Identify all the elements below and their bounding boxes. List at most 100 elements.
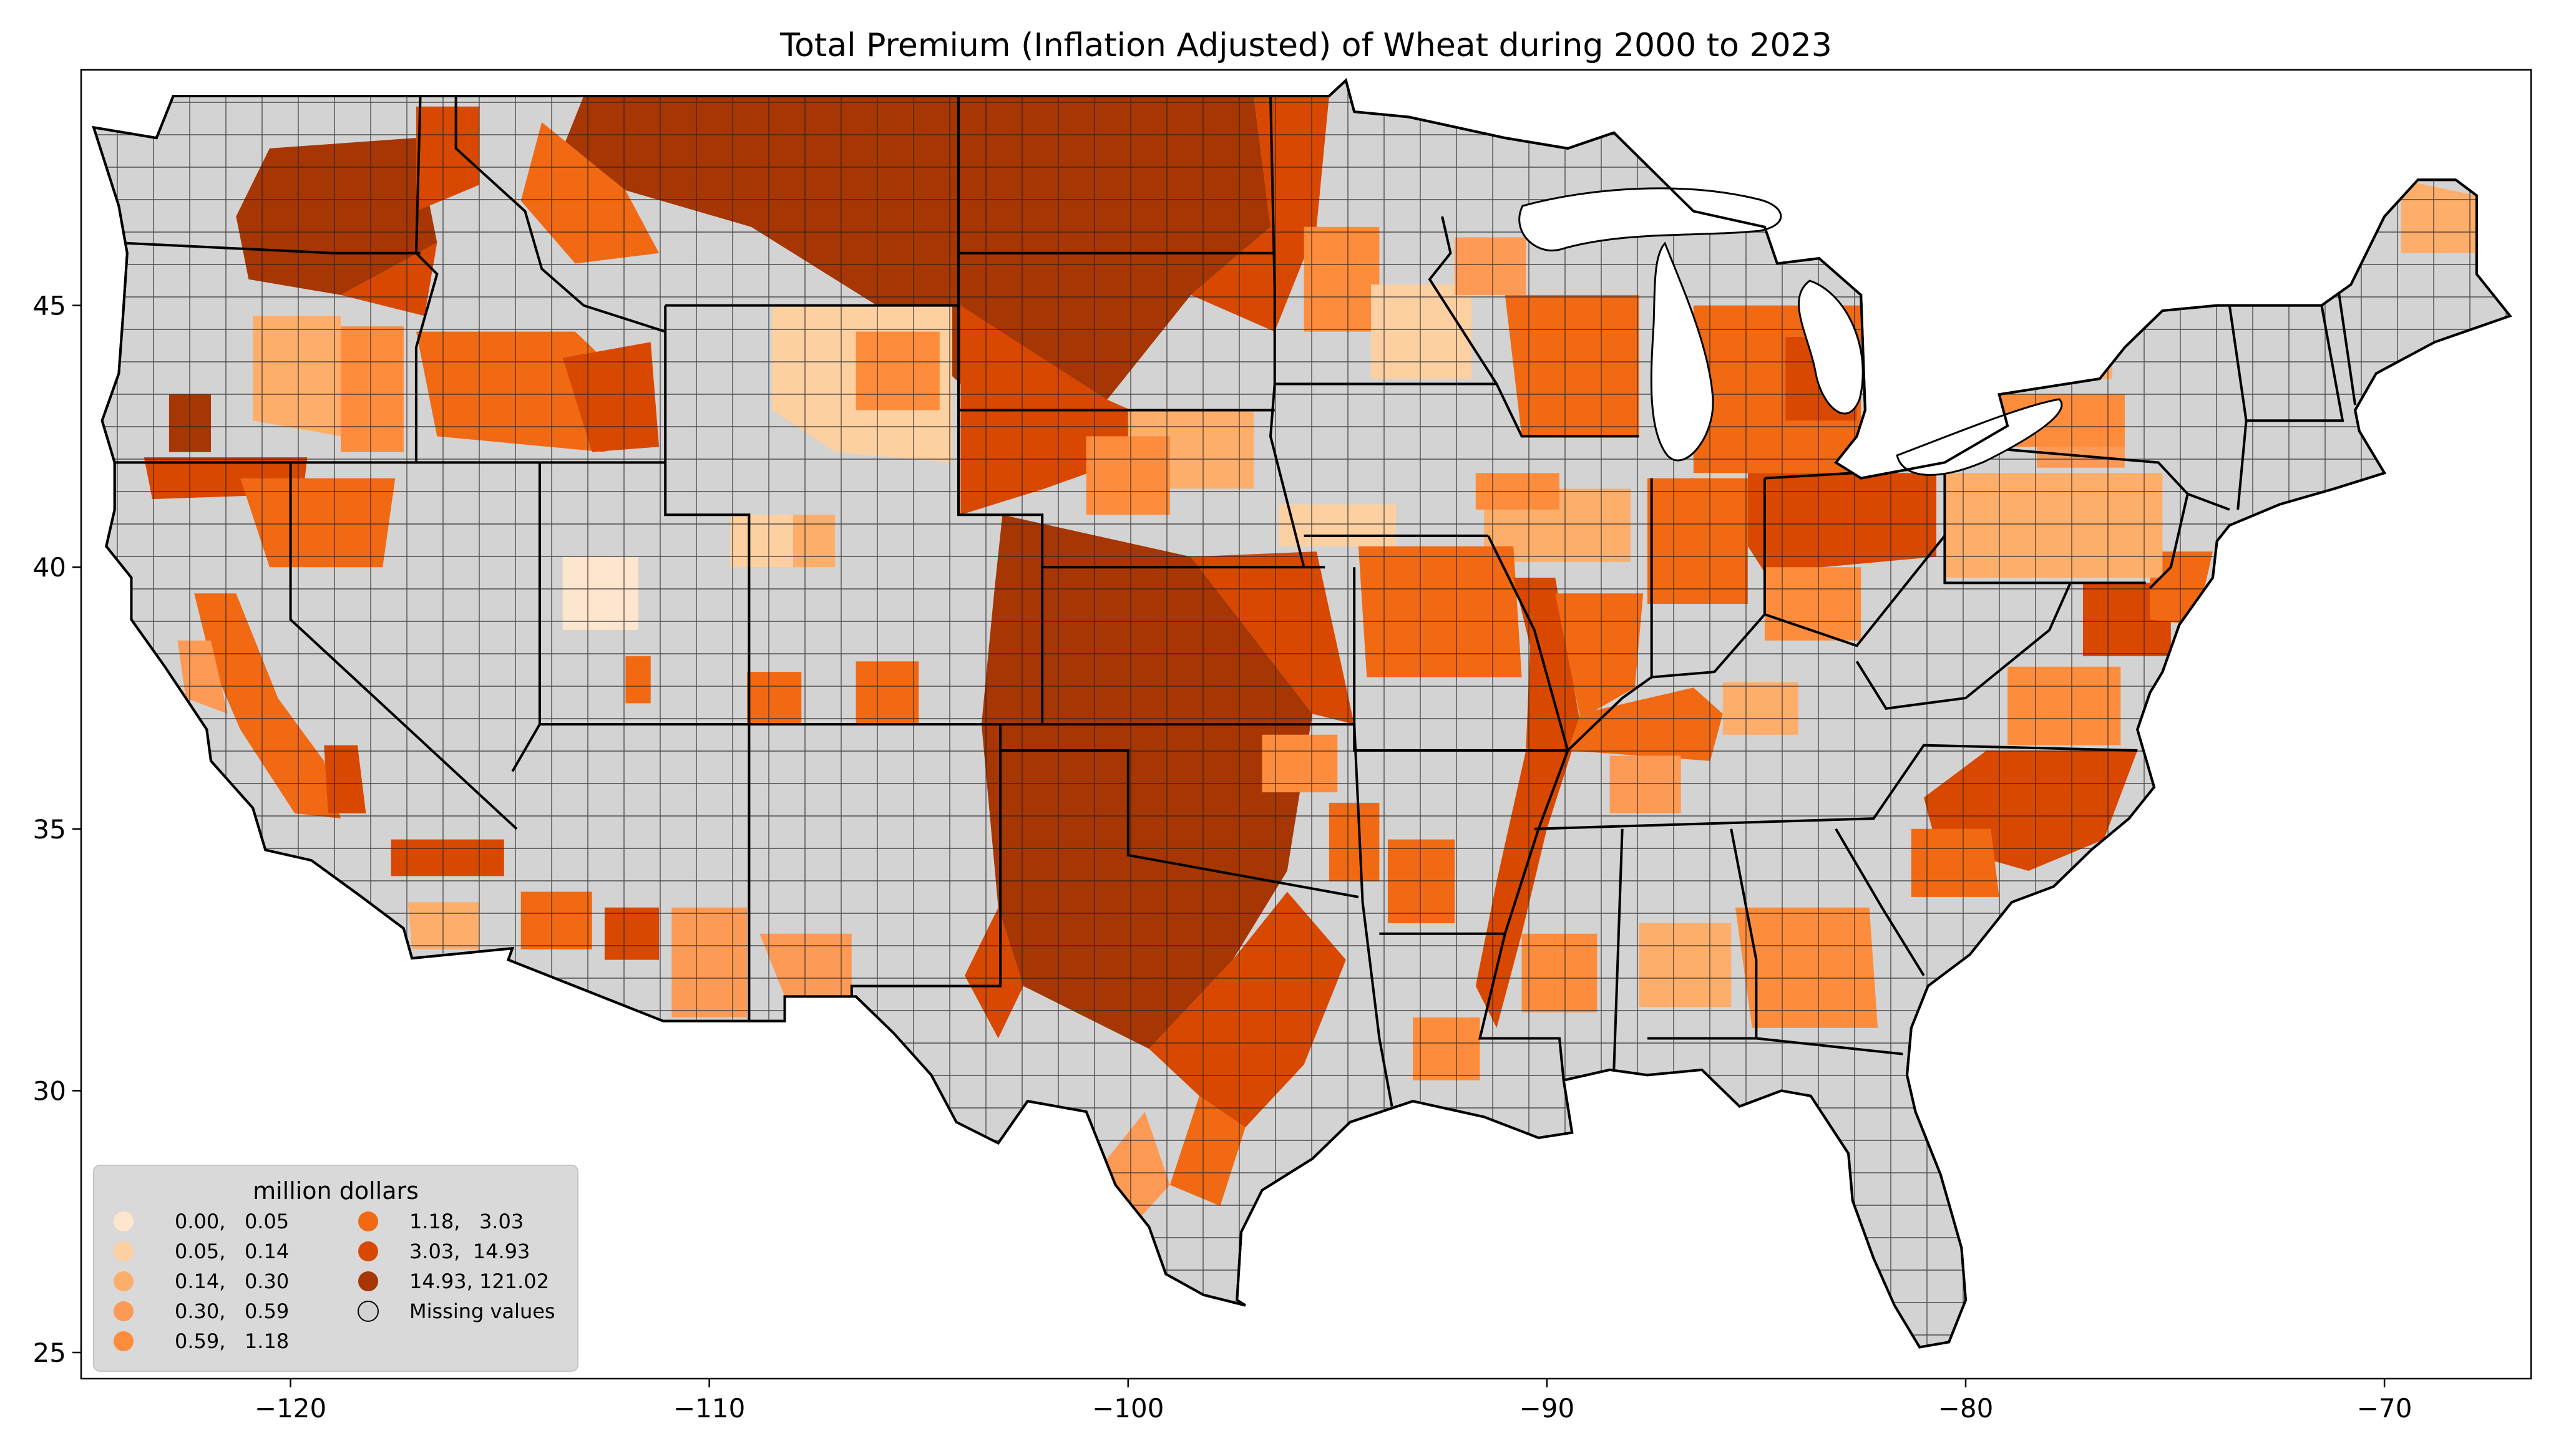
choropleth-region: [1735, 907, 1878, 1028]
choropleth-region: [1191, 551, 1355, 724]
state-boundary: [1353, 567, 1393, 1107]
state-boundary: [957, 96, 1044, 724]
state-boundary: [414, 95, 439, 463]
y-tick-label: 45: [33, 291, 66, 321]
choropleth-region: [625, 656, 651, 704]
lake-erie: [1896, 398, 2063, 476]
choropleth-region: [1262, 734, 1338, 793]
legend-label: 0.05, 0.14: [175, 1240, 289, 1263]
state-boundary: [2337, 289, 2357, 405]
lake-michigan: [1650, 241, 1714, 462]
x-tick-label: −70: [2357, 1393, 2412, 1424]
great-lakes: [1518, 187, 2063, 476]
legend-label: 3.03, 14.93: [409, 1240, 530, 1263]
choropleth-region: [1191, 96, 1329, 332]
state-boundary: [114, 241, 421, 255]
state-boundary: [1835, 828, 1925, 976]
choropleth-region: [194, 593, 341, 819]
choropleth-region: [981, 515, 1313, 1049]
choropleth-region: [671, 907, 748, 1017]
x-tick-label: −100: [1092, 1393, 1164, 1424]
choropleth-region: [1358, 546, 1522, 677]
choropleth-region: [1103, 1112, 1170, 1222]
choropleth-region: [965, 907, 1023, 1039]
state-boundary: [1612, 828, 1624, 1070]
state-boundary: [1000, 749, 1359, 898]
choropleth-region: [1371, 284, 1472, 379]
choropleth-region: [562, 342, 660, 452]
choropleth-region: [1149, 891, 1346, 1128]
choropleth-region: [2401, 180, 2477, 253]
lake-superior: [1518, 187, 1782, 251]
legend-title: million dollars: [253, 1177, 419, 1205]
choropleth-region: [1911, 828, 1999, 897]
choropleth-region: [2007, 666, 2121, 745]
x-tick-label: −80: [1938, 1393, 1994, 1424]
choropleth-region: [1722, 682, 1798, 735]
state-boundaries: [110, 95, 2357, 1107]
state-boundary: [1567, 535, 1946, 752]
legend-swatch: [358, 1271, 378, 1291]
y-tick-label: 30: [33, 1075, 66, 1106]
choropleth-region: [1748, 473, 1936, 573]
y-tick-label: 35: [33, 814, 66, 845]
state-boundary: [1855, 582, 2072, 710]
choropleth-region: [1387, 839, 1455, 923]
choropleth-region: [341, 326, 404, 452]
choropleth-region: [1521, 933, 1598, 1012]
y-tick-label: 40: [33, 552, 66, 583]
choropleth-region: [520, 891, 592, 949]
choropleth-region: [1555, 593, 1644, 719]
choropleth-region: [730, 515, 793, 568]
legend-swatch: [114, 1301, 134, 1321]
legend: million dollars 0.00, 0.05 0.05, 0.14 0.14…: [93, 1165, 578, 1372]
state-boundary: [664, 305, 751, 1021]
legend-swatch: [114, 1331, 134, 1351]
choropleth-region: [1475, 578, 1581, 1028]
state-boundary: [850, 724, 1002, 997]
state-boundary: [1647, 828, 1758, 1040]
state-boundary: [289, 462, 518, 830]
choropleth-region: [2082, 583, 2171, 656]
x-tick-label: −110: [673, 1393, 745, 1424]
x-axis: −120 −110 −100 −90 −80 −70: [255, 1379, 2412, 1424]
x-tick-label: −120: [255, 1393, 326, 1424]
choropleth-region: [1329, 802, 1380, 881]
choropleth-regions: [144, 96, 2477, 1222]
legend-box: [93, 1165, 578, 1372]
map-layer: [92, 78, 2512, 1349]
choropleth-region: [759, 933, 852, 997]
y-axis: 25 30 35 40 45: [33, 291, 81, 1368]
choropleth-region: [240, 478, 396, 568]
choropleth-region: [1086, 436, 1170, 515]
choropleth-region: [236, 138, 437, 295]
legend-label: 14.93, 121.02: [409, 1269, 549, 1293]
choropleth-region: [747, 672, 802, 724]
choropleth-region: [1413, 1017, 1480, 1080]
state-boundary: [1428, 216, 1639, 438]
lake-huron: [1798, 279, 1864, 415]
legend-swatch: [358, 1211, 378, 1231]
choropleth-region: [1169, 1095, 1246, 1206]
state-boundary: [1478, 535, 1569, 1080]
choropleth-region: [1639, 923, 1732, 1007]
legend-swatch: [358, 1241, 378, 1261]
choropleth-region: [856, 331, 940, 410]
choropleth-region: [1304, 226, 1380, 332]
choropleth-region: [2037, 447, 2125, 468]
choropleth-region: [1455, 237, 1526, 295]
x-tick-label: −90: [1519, 1393, 1575, 1424]
choropleth-region: [391, 839, 504, 876]
state-boundary: [1943, 462, 2146, 585]
state-boundary: [1756, 1037, 1903, 1056]
legend-label: 0.30, 0.59: [175, 1299, 289, 1323]
y-tick-label: 25: [33, 1337, 66, 1368]
state-boundary: [2246, 305, 2344, 422]
legend-label: 0.59, 1.18: [175, 1329, 289, 1353]
state-boundary: [1534, 744, 2138, 830]
choropleth-region: [562, 96, 1271, 400]
choropleth-region: [1609, 755, 1681, 813]
choropleth-region: [253, 316, 341, 437]
choropleth-region: [341, 242, 437, 316]
